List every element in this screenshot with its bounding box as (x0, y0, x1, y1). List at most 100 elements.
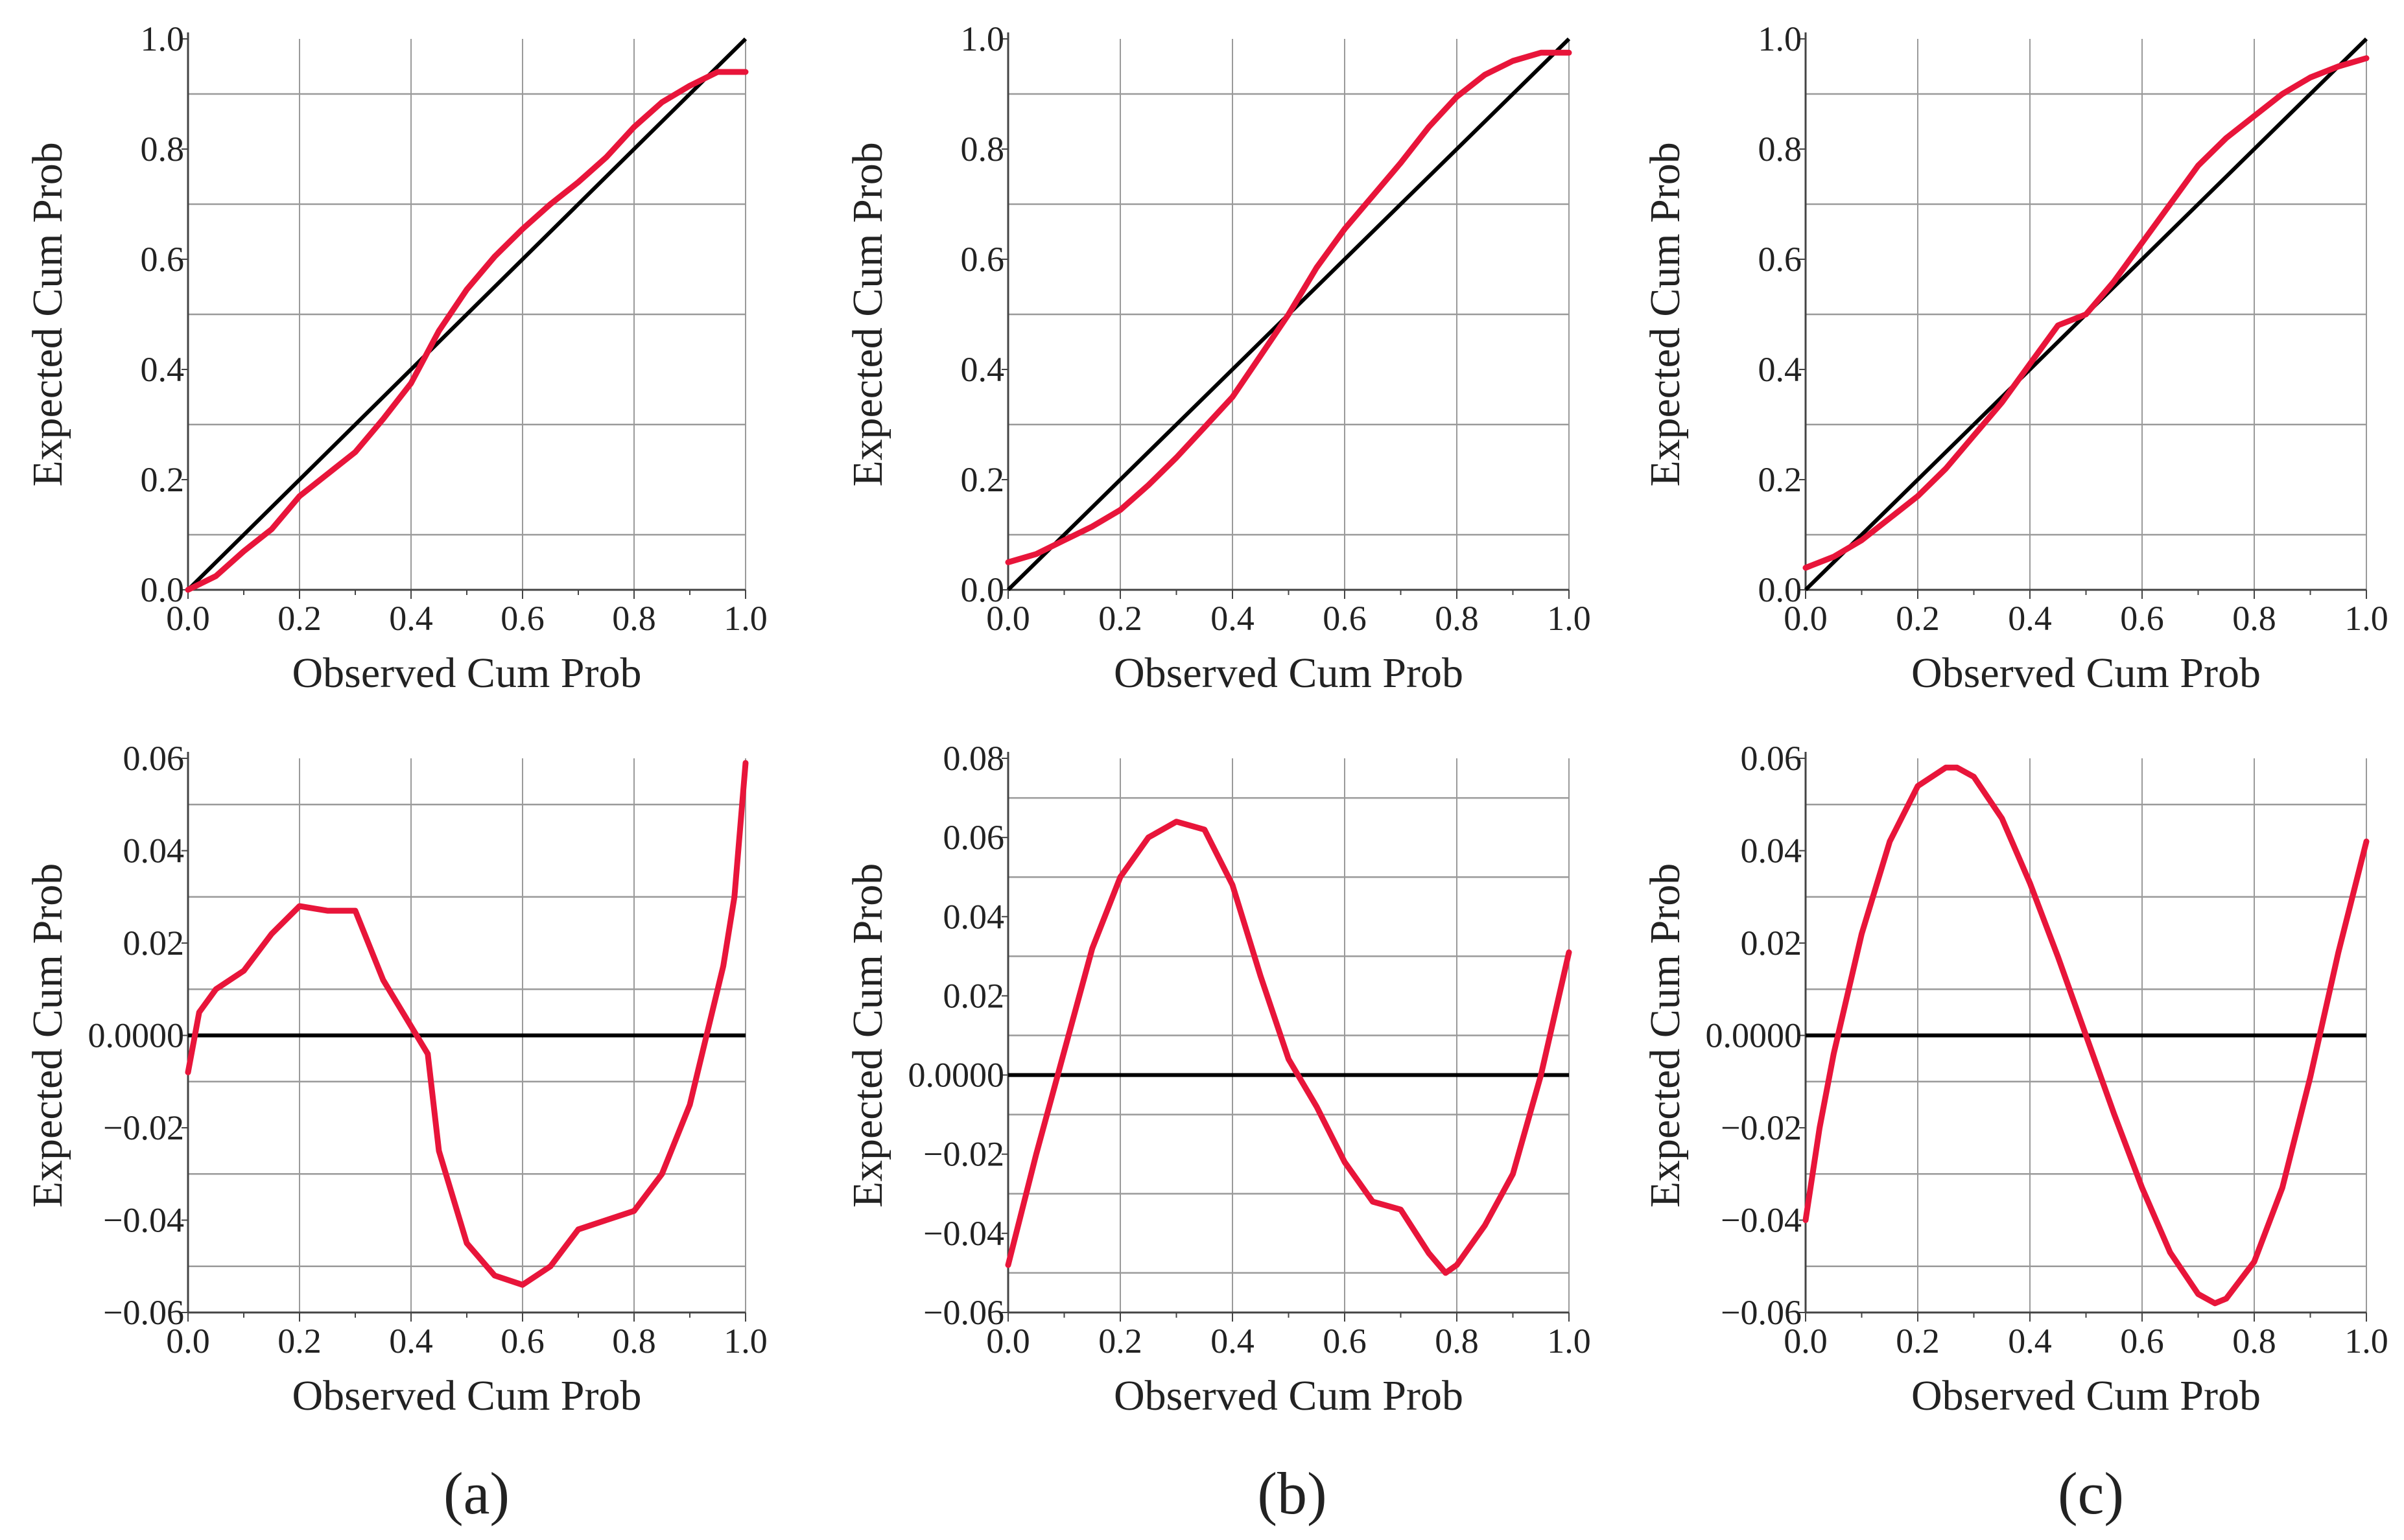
data-point (720, 963, 726, 969)
x-tick-label: 0.8 (2232, 599, 2276, 638)
y-tick-label: 0.04 (1741, 832, 1802, 870)
data-point (1538, 50, 1544, 56)
reference-line (186, 37, 748, 592)
x-tick-label: 0.4 (2008, 599, 2052, 638)
series-line (185, 760, 749, 1288)
y-axis-label: Expected Cum Prob (24, 863, 71, 1208)
y-tick-label: 0.02 (1741, 924, 1802, 962)
data-point (2167, 1250, 2173, 1255)
x-tick-label: 0.0 (986, 599, 1030, 638)
data-point (1538, 1072, 1544, 1078)
data-point (1915, 493, 1920, 499)
data-point (604, 154, 609, 160)
y-tick-label: 0.6 (1758, 240, 1802, 279)
data-point (241, 968, 246, 974)
data-point (2280, 91, 2285, 97)
data-point (1286, 312, 1291, 317)
x-tick-label: 1.0 (1547, 1322, 1591, 1360)
data-point (659, 99, 665, 105)
y-tick-label: 0.04 (123, 832, 185, 870)
data-point (743, 69, 748, 75)
data-point (1510, 1171, 1516, 1177)
x-tick-label: 0.0 (1784, 1322, 1828, 1360)
y-tick-label: 0.0 (961, 570, 1005, 609)
chart-c-bottom: 0.0 0.2 0.4 0.6 0.8 1.0 −0.06 −0.04 −0.02 0.0000 0… (1642, 739, 2388, 1419)
data-point (1443, 1270, 1448, 1276)
y-tick-label: −0.02 (1721, 1108, 1802, 1147)
x-tick-label: 0.0 (1784, 599, 1828, 638)
x-tick-label: 0.2 (277, 1322, 322, 1360)
y-tick-label: 0.0000 (1706, 1016, 1802, 1055)
data-point (2111, 279, 2117, 284)
data-point (1146, 835, 1151, 841)
data-point (743, 760, 748, 766)
data-point (241, 548, 246, 554)
data-point (2139, 1185, 2145, 1191)
data-point (1943, 765, 1949, 771)
x-tick-label: 1.0 (1547, 599, 1591, 638)
y-tick-label: −0.04 (103, 1201, 184, 1240)
charts-group: 0.0 0.2 0.4 0.6 0.8 1.0 0.0 0.2 0.4 0.6 0.8 1.0 Obse… (24, 19, 2388, 1419)
x-tick-label: 0.2 (1896, 1322, 1940, 1360)
data-point (2027, 361, 2033, 367)
y-tick-label: −0.06 (923, 1293, 1004, 1332)
panel-label-a: (a) (443, 1460, 510, 1526)
x-tick-label: 0.8 (1435, 599, 1479, 638)
data-point (2335, 950, 2341, 955)
y-tick-label: 1.0 (141, 19, 185, 58)
data-point (2364, 839, 2369, 845)
data-point (2252, 1259, 2257, 1265)
data-point (1803, 565, 1808, 570)
data-point (631, 1208, 637, 1214)
data-point (1954, 765, 1960, 771)
x-tick-label: 0.6 (2120, 1322, 2164, 1360)
x-tick-label: 0.8 (1435, 1322, 1479, 1360)
chart-a-bottom: 0.0 0.2 0.4 0.6 0.8 1.0 −0.06 −0.04 −0.02 0.0000 0… (24, 739, 768, 1419)
data-point (408, 1023, 414, 1029)
series-line (1802, 764, 2370, 1307)
data-point (1971, 774, 1977, 780)
data-point (269, 931, 274, 937)
y-tick-label: −0.02 (923, 1135, 1004, 1174)
data-point (1566, 950, 1572, 955)
data-point (1061, 537, 1067, 543)
data-point (2223, 1296, 2229, 1301)
data-point (1061, 1048, 1067, 1054)
y-tick-label: 0.8 (141, 130, 185, 169)
data-point (548, 202, 553, 207)
data-point (2027, 880, 2033, 886)
data-point (1831, 1051, 1837, 1056)
data-point (576, 1226, 581, 1232)
data-point (1146, 482, 1151, 488)
data-point (2083, 312, 2089, 317)
data-point (731, 894, 737, 900)
x-tick-label: 0.6 (501, 1322, 545, 1360)
data-point (2335, 64, 2341, 69)
data-point (1201, 826, 1207, 832)
y-tick-label: 0.02 (943, 976, 1005, 1015)
x-axis-label: Observed Cum Prob (1911, 1372, 2261, 1419)
y-axis-label: Expected Cum Prob (1642, 863, 1689, 1208)
data-point (687, 1102, 692, 1108)
y-tick-label: 0.04 (943, 897, 1005, 936)
y-tick-label: 0.4 (1758, 350, 1802, 389)
data-point (2280, 1185, 2285, 1191)
data-point (185, 587, 191, 592)
data-point (1033, 1151, 1039, 1157)
data-point (1482, 1222, 1488, 1228)
data-point (631, 124, 637, 130)
chart-b-top: 0.0 0.2 0.4 0.6 0.8 1.0 0.0 0.2 0.4 0.6 0.8 1.0 Obse… (844, 19, 1591, 697)
x-tick-label: 0.0 (166, 599, 210, 638)
data-point (213, 986, 218, 992)
data-point (1314, 264, 1319, 270)
data-point (492, 253, 497, 259)
data-point (2195, 163, 2201, 169)
data-point (703, 1032, 709, 1038)
y-tick-label: 1.0 (961, 19, 1005, 58)
data-point (1566, 50, 1572, 56)
data-point (1173, 819, 1179, 824)
data-point (1173, 455, 1179, 460)
data-point (687, 83, 692, 89)
y-tick-label: 0.8 (1758, 130, 1802, 169)
data-point (381, 416, 386, 422)
